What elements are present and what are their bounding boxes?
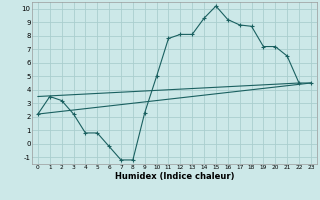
X-axis label: Humidex (Indice chaleur): Humidex (Indice chaleur) [115,172,234,181]
